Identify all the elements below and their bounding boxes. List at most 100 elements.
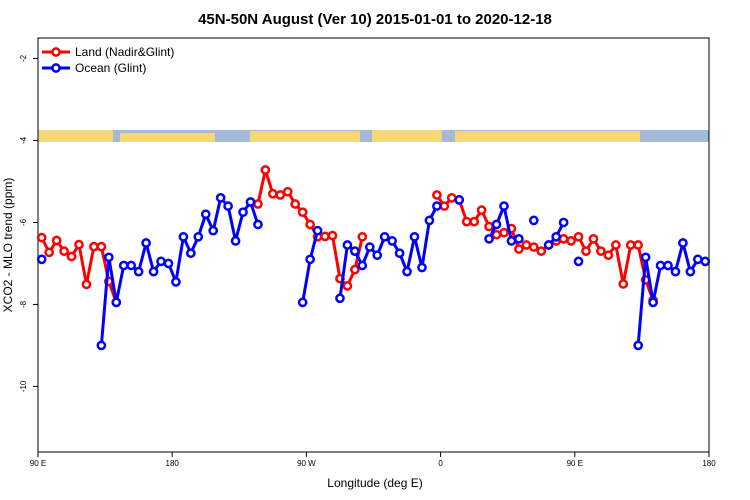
data-point xyxy=(305,254,315,265)
data-point xyxy=(625,240,636,250)
data-point xyxy=(439,201,450,211)
data-point xyxy=(223,201,233,211)
legend-label: Ocean (Glint) xyxy=(75,61,146,75)
legend-label: Land (Nadir&Glint) xyxy=(75,45,174,59)
data-point xyxy=(446,193,457,203)
data-point xyxy=(44,247,55,258)
data-point xyxy=(320,231,330,242)
data-point xyxy=(521,240,532,250)
data-point xyxy=(476,205,487,216)
y-axis-label: XCO2 - MLO trend (ppm) xyxy=(1,178,15,313)
data-point xyxy=(506,236,517,246)
x-tick-label: 90 W xyxy=(297,459,316,468)
data-point xyxy=(141,238,151,248)
data-point xyxy=(685,266,696,277)
data-point xyxy=(208,225,219,236)
data-point xyxy=(51,235,62,246)
data-point xyxy=(528,215,539,226)
data-point xyxy=(610,240,621,250)
data-point xyxy=(469,216,479,227)
series-line xyxy=(301,230,320,303)
data-point xyxy=(484,221,494,232)
data-point xyxy=(66,251,77,262)
data-point xyxy=(238,207,248,218)
data-point xyxy=(200,209,211,220)
data-point xyxy=(126,260,137,271)
data-point xyxy=(342,240,353,250)
data-point xyxy=(163,258,174,269)
x-tick-label: 0 xyxy=(438,459,443,468)
data-point xyxy=(402,266,412,277)
chart-title: 45N-50N August (Ver 10) 2015-01-01 to 20… xyxy=(198,11,552,28)
data-point xyxy=(36,232,47,243)
data-point xyxy=(342,281,353,291)
y-tick-label: -4 xyxy=(19,136,28,144)
data-point xyxy=(357,260,368,271)
data-point xyxy=(74,239,84,250)
data-point xyxy=(543,240,554,250)
data-point xyxy=(245,197,256,207)
data-point xyxy=(282,186,293,197)
x-tick-label: 180 xyxy=(166,459,180,468)
x-tick-label: 90 E xyxy=(30,459,46,468)
data-point xyxy=(379,231,390,242)
data-point xyxy=(193,231,204,242)
data-point xyxy=(260,165,271,175)
data-point xyxy=(96,241,107,252)
data-point xyxy=(59,246,69,256)
data-point xyxy=(409,231,420,242)
data-point xyxy=(81,279,92,290)
data-point xyxy=(394,248,405,259)
data-point xyxy=(185,248,196,259)
data-point xyxy=(663,260,673,271)
data-point xyxy=(528,242,539,252)
x-axis-label: Longitude (deg E) xyxy=(327,476,422,490)
data-point xyxy=(618,279,629,289)
data-point xyxy=(253,199,263,209)
data-point xyxy=(678,238,688,248)
data-point xyxy=(648,297,658,308)
data-point xyxy=(290,199,301,209)
data-point xyxy=(551,231,562,242)
data-point xyxy=(491,219,502,230)
data-point xyxy=(603,250,614,261)
data-point xyxy=(633,240,644,250)
data-point xyxy=(514,244,524,254)
data-point xyxy=(581,246,591,256)
data-point xyxy=(96,340,107,351)
data-point xyxy=(156,256,166,267)
data-point xyxy=(297,297,308,308)
data-point xyxy=(335,293,345,304)
data-point xyxy=(514,234,524,244)
y-tick-label: -10 xyxy=(19,380,28,392)
data-point xyxy=(148,266,159,277)
data-point xyxy=(275,190,286,200)
data-point xyxy=(692,254,703,265)
data-point xyxy=(499,227,509,238)
data-point xyxy=(454,195,465,205)
data-point xyxy=(133,266,144,277)
x-tick-label: 180 xyxy=(702,459,716,468)
data-point xyxy=(573,256,584,267)
data-point xyxy=(36,254,47,265)
data-point xyxy=(573,231,584,242)
data-point xyxy=(357,231,368,242)
data-point xyxy=(432,190,442,200)
legend-marker xyxy=(51,47,61,57)
data-point xyxy=(633,340,644,351)
data-point xyxy=(350,264,360,275)
data-point xyxy=(230,236,241,246)
x-tick-label: 90 E xyxy=(567,459,583,468)
data-point xyxy=(297,207,308,218)
y-tick-label: -2 xyxy=(19,54,28,62)
data-point xyxy=(372,250,383,261)
data-point xyxy=(111,297,122,308)
legend-marker xyxy=(51,63,61,73)
map-strip xyxy=(38,130,709,142)
data-point xyxy=(670,266,681,277)
plot-frame xyxy=(37,37,710,453)
data-point xyxy=(558,234,569,244)
data-point xyxy=(536,246,547,256)
data-point xyxy=(566,236,576,246)
